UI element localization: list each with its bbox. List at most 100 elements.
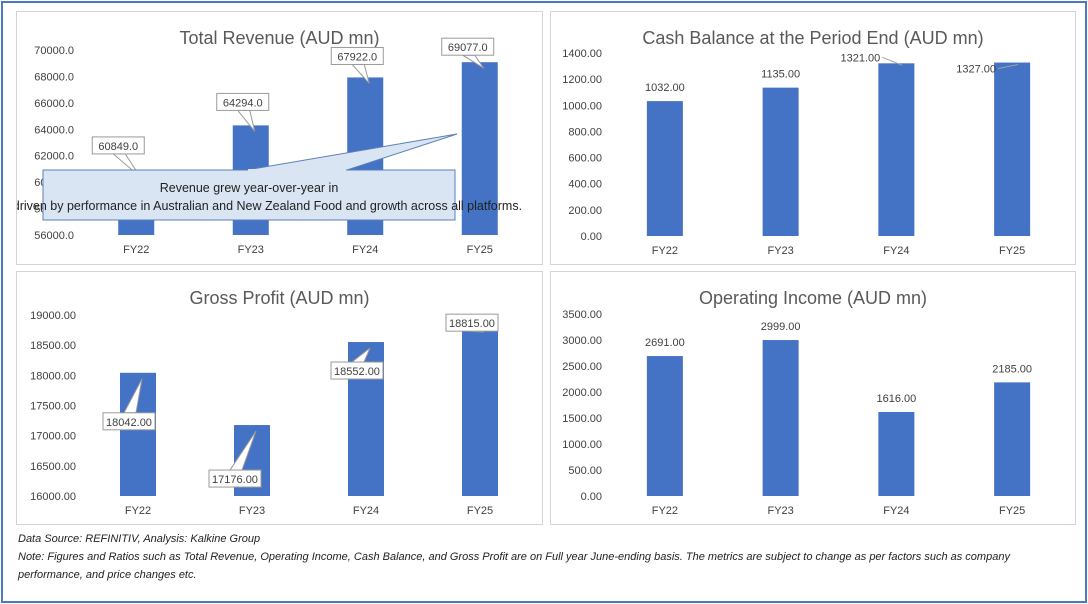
callout-box	[330, 46, 384, 65]
chart-panel-cash-balance: Cash Balance at the Period End (AUD mn) 0…	[550, 11, 1076, 265]
y-tick-label: 1400.00	[562, 48, 602, 60]
chart-cash: Cash Balance at the Period End (AUD mn) 0…	[562, 28, 1031, 257]
callout-box	[445, 313, 499, 332]
data-label: 2999.00	[761, 321, 801, 333]
x-tick-label: FY24	[352, 244, 378, 256]
y-tick-label: 62000.0	[34, 151, 74, 163]
x-tick-label: FY22	[652, 505, 678, 517]
data-label: 1327.00	[956, 64, 996, 76]
x-tick-label: FY24	[883, 245, 909, 257]
x-tick-label: FY23	[767, 505, 793, 517]
bar-fy22	[646, 356, 683, 496]
y-tick-label: 1500.00	[562, 413, 602, 425]
chart-panel-total-revenue: Total Revenue (AUD mn)56000.058000.06000…	[16, 11, 543, 265]
y-tick-label: 64000.0	[34, 124, 74, 136]
chart-title: Cash Balance at the Period End (AUD mn)	[642, 28, 983, 48]
x-tick-label: FY25	[467, 244, 493, 256]
data-label: 1135.00	[761, 69, 800, 81]
data-label: 69077.0	[448, 42, 488, 54]
x-tick-label: FY24	[353, 505, 379, 517]
annotation-text: Revenue grew year-over-year in FY25, driv…	[17, 181, 522, 213]
x-tick-label: FY22	[125, 505, 151, 517]
x-tick-label: FY25	[467, 505, 493, 517]
y-tick-label: 66000.0	[34, 98, 74, 110]
y-tick-label: 1000.00	[562, 439, 602, 451]
x-tick-label: FY23	[238, 244, 264, 256]
x-tick-label: FY23	[239, 505, 265, 517]
chart-title: Gross Profit (AUD mn)	[189, 288, 369, 308]
y-tick-label: 400.00	[568, 179, 602, 191]
data-label: 18552.00	[334, 366, 380, 378]
chart-opinc: Operating Income (AUD mn) 0.00 500.00 1000.…	[562, 288, 1032, 517]
leader-line	[882, 56, 903, 66]
data-label: 18815.00	[449, 318, 495, 330]
data-label: 18042.00	[106, 417, 152, 429]
data-label: 1616.00	[876, 393, 916, 405]
x-tick-label: FY22	[652, 245, 678, 257]
data-label-callout: 18042.00	[102, 378, 156, 431]
x-tick-label: FY25	[999, 505, 1025, 517]
y-tick-label: 2500.00	[562, 361, 602, 373]
data-label: 1032.00	[645, 82, 685, 94]
bar-fy24	[878, 63, 915, 236]
data-label: 2691.00	[645, 337, 685, 349]
callout-box	[208, 469, 262, 488]
y-tick-label: 3000.00	[562, 335, 602, 347]
callout-box	[441, 37, 495, 56]
callout-box	[216, 92, 270, 111]
data-label: 2185.00	[992, 363, 1032, 375]
data-label: 64294.0	[223, 97, 263, 109]
y-tick-label: 18000.00	[30, 370, 76, 382]
data-label: 1321.00	[840, 52, 880, 64]
data-label: 67922.0	[337, 51, 377, 63]
chart-gross: Gross Profit (AUD mn) 16000.00 16500.00 170…	[30, 288, 499, 517]
bar-fy23	[762, 87, 799, 236]
chart-title: Operating Income (AUD mn)	[699, 288, 927, 308]
chart-panel-operating-income: Operating Income (AUD mn) 0.00 500.00 1000.…	[550, 271, 1076, 525]
y-tick-label: 0.00	[581, 231, 602, 243]
data-label-callout: 60849.0	[91, 136, 145, 178]
y-tick-label: 56000.0	[34, 230, 74, 242]
y-tick-label: 19000.00	[30, 310, 76, 322]
y-tick-label: 2000.00	[562, 387, 602, 399]
data-label-callout: 69077.0	[441, 37, 495, 69]
y-tick-label: 17000.00	[30, 431, 76, 443]
chart-revenue: Total Revenue (AUD mn)56000.058000.06000…	[17, 28, 522, 256]
chart-panel-gross-profit: Gross Profit (AUD mn) 16000.00 16500.00 170…	[16, 271, 543, 525]
x-tick-label: FY22	[123, 244, 149, 256]
y-tick-label: 800.00	[568, 126, 602, 138]
data-label-callout: 17176.00	[208, 430, 262, 488]
callout-box	[91, 136, 145, 155]
data-label-callout: 67922.0	[330, 46, 384, 84]
bar-fy22	[646, 101, 683, 236]
y-tick-label: 1000.00	[562, 100, 602, 112]
y-tick-label: 18500.00	[30, 340, 76, 352]
footer-notes: Data Source: REFINITIV, Analysis: Kalkin…	[18, 530, 1068, 584]
y-tick-label: 1200.00	[562, 74, 602, 86]
callout-box	[102, 412, 156, 431]
bar-fy25	[461, 62, 498, 236]
data-label: 17176.00	[212, 474, 258, 486]
x-tick-label: FY25	[999, 245, 1025, 257]
data-label-callout: 18552.00	[330, 347, 384, 380]
y-tick-label: 200.00	[568, 205, 602, 217]
y-tick-label: 16500.00	[30, 461, 76, 473]
y-tick-label: 3500.00	[562, 309, 602, 321]
y-tick-label: 500.00	[568, 465, 602, 477]
annotation-callout: Revenue grew year-over-year in FY25, driv…	[17, 133, 522, 221]
bar-fy24	[878, 411, 915, 496]
bar-fy25	[462, 326, 498, 496]
y-tick-label: 16000.00	[30, 491, 76, 503]
y-tick-label: 600.00	[568, 153, 602, 165]
bar-fy25	[994, 62, 1031, 236]
x-tick-label: FY24	[883, 505, 909, 517]
annotation-box	[42, 169, 456, 221]
data-source-text: Data Source: REFINITIV, Analysis: Kalkin…	[18, 533, 261, 545]
y-tick-label: 17500.00	[30, 401, 76, 413]
y-tick-label: 70000.0	[34, 45, 74, 57]
data-label: 60849.0	[98, 141, 138, 153]
chart-title: Total Revenue (AUD mn)	[179, 28, 379, 48]
y-tick-label: 0.00	[581, 491, 602, 503]
data-label-callout: 18815.00	[445, 313, 499, 333]
